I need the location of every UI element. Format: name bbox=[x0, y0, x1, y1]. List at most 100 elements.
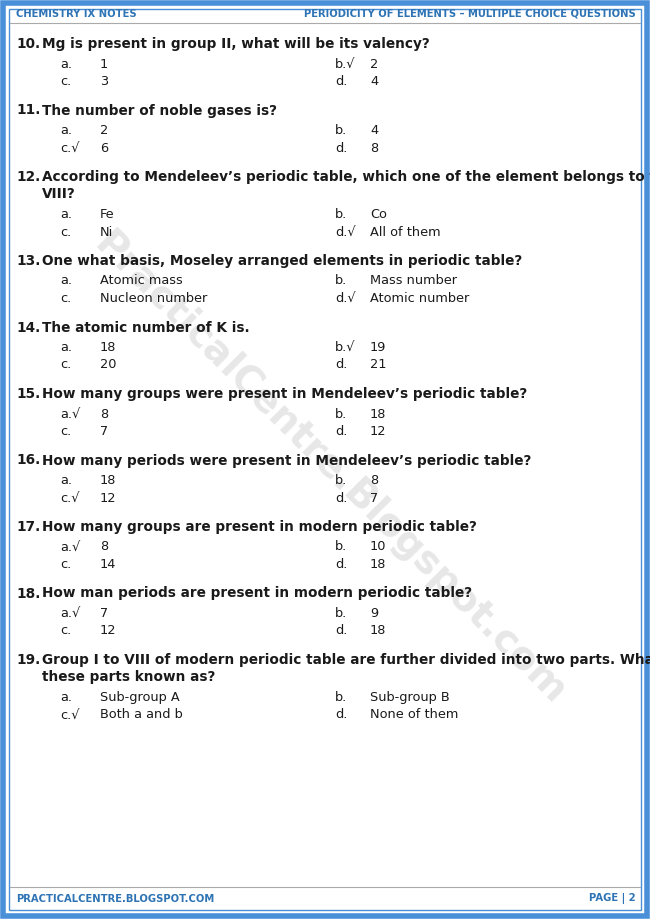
Text: 6: 6 bbox=[100, 142, 108, 154]
Text: 19.: 19. bbox=[16, 653, 40, 667]
Text: b.: b. bbox=[335, 540, 347, 553]
Text: d.: d. bbox=[335, 75, 347, 88]
Text: c.: c. bbox=[60, 292, 72, 305]
Text: c.: c. bbox=[60, 625, 72, 638]
Text: c.√: c.√ bbox=[60, 492, 79, 505]
Text: a.: a. bbox=[60, 275, 72, 288]
Text: d.√: d.√ bbox=[335, 225, 356, 239]
Text: 7: 7 bbox=[370, 492, 378, 505]
Text: 4: 4 bbox=[370, 75, 378, 88]
Text: c.√: c.√ bbox=[60, 709, 79, 721]
Text: b.√: b.√ bbox=[335, 341, 356, 354]
Text: 3: 3 bbox=[100, 75, 108, 88]
Text: Atomic mass: Atomic mass bbox=[100, 275, 183, 288]
Text: How many groups are present in modern periodic table?: How many groups are present in modern pe… bbox=[42, 520, 477, 534]
Text: 20: 20 bbox=[100, 358, 116, 371]
Text: b.: b. bbox=[335, 607, 347, 620]
Text: 12: 12 bbox=[100, 492, 116, 505]
Text: CHEMISTRY IX NOTES: CHEMISTRY IX NOTES bbox=[16, 9, 136, 19]
Text: 8: 8 bbox=[370, 474, 378, 487]
Text: 12: 12 bbox=[100, 625, 116, 638]
Text: 21: 21 bbox=[370, 358, 387, 371]
Text: According to Mendeleev’s periodic table, which one of the element belongs to the: According to Mendeleev’s periodic table,… bbox=[42, 170, 650, 184]
Text: d.: d. bbox=[335, 358, 347, 371]
Text: 14.: 14. bbox=[16, 321, 40, 335]
Text: a.: a. bbox=[60, 341, 72, 354]
Text: Nucleon number: Nucleon number bbox=[100, 292, 207, 305]
Text: 11.: 11. bbox=[16, 104, 40, 118]
Text: 2: 2 bbox=[100, 124, 109, 137]
Text: a.: a. bbox=[60, 474, 72, 487]
Text: d.: d. bbox=[335, 142, 347, 154]
Text: d.: d. bbox=[335, 425, 347, 438]
Text: PERIODICITY OF ELEMENTS – MULTIPLE CHOICE QUESTIONS: PERIODICITY OF ELEMENTS – MULTIPLE CHOIC… bbox=[304, 9, 636, 19]
Text: 18: 18 bbox=[100, 474, 116, 487]
Text: d.: d. bbox=[335, 558, 347, 571]
Text: Ni: Ni bbox=[100, 225, 113, 239]
Text: 10: 10 bbox=[370, 540, 387, 553]
Text: 17.: 17. bbox=[16, 520, 40, 534]
Text: a.: a. bbox=[60, 208, 72, 221]
Text: 15.: 15. bbox=[16, 387, 40, 401]
Text: Both a and b: Both a and b bbox=[100, 709, 183, 721]
Text: 13.: 13. bbox=[16, 254, 40, 268]
Text: 8: 8 bbox=[100, 540, 108, 553]
Text: The atomic number of K is.: The atomic number of K is. bbox=[42, 321, 250, 335]
Text: 7: 7 bbox=[100, 425, 108, 438]
Text: PAGE | 2: PAGE | 2 bbox=[590, 893, 636, 904]
Text: d.: d. bbox=[335, 625, 347, 638]
Text: PracticalCentre.Blogspot.com: PracticalCentre.Blogspot.com bbox=[86, 225, 573, 712]
Text: these parts known as?: these parts known as? bbox=[42, 671, 215, 685]
Text: c.: c. bbox=[60, 75, 72, 88]
Text: Sub-group B: Sub-group B bbox=[370, 691, 450, 704]
Text: The number of noble gases is?: The number of noble gases is? bbox=[42, 104, 277, 118]
Text: 10.: 10. bbox=[16, 37, 40, 51]
Text: d.: d. bbox=[335, 492, 347, 505]
Text: 18.: 18. bbox=[16, 586, 40, 600]
Text: a.: a. bbox=[60, 124, 72, 137]
Text: c.√: c.√ bbox=[60, 142, 79, 154]
Text: a.: a. bbox=[60, 691, 72, 704]
Text: a.√: a.√ bbox=[60, 540, 80, 553]
Text: PRACTICALCENTRE.BLOGSPOT.COM: PRACTICALCENTRE.BLOGSPOT.COM bbox=[16, 894, 214, 904]
Text: d.: d. bbox=[335, 709, 347, 721]
Text: 18: 18 bbox=[370, 407, 386, 421]
Text: 1: 1 bbox=[100, 58, 109, 71]
Text: b.: b. bbox=[335, 407, 347, 421]
Text: c.: c. bbox=[60, 225, 72, 239]
Text: Mg is present in group II, what will be its valency?: Mg is present in group II, what will be … bbox=[42, 37, 430, 51]
Text: Group I to VIII of modern periodic table are further divided into two parts. Wha: Group I to VIII of modern periodic table… bbox=[42, 653, 650, 667]
Text: Mass number: Mass number bbox=[370, 275, 457, 288]
Text: 16.: 16. bbox=[16, 453, 40, 468]
Text: Fe: Fe bbox=[100, 208, 114, 221]
Text: a.: a. bbox=[60, 58, 72, 71]
Text: 2: 2 bbox=[370, 58, 378, 71]
Text: Atomic number: Atomic number bbox=[370, 292, 469, 305]
Text: 14: 14 bbox=[100, 558, 116, 571]
Text: None of them: None of them bbox=[370, 709, 458, 721]
Text: 4: 4 bbox=[370, 124, 378, 137]
Text: All of them: All of them bbox=[370, 225, 441, 239]
Text: a.√: a.√ bbox=[60, 407, 80, 421]
Text: b.: b. bbox=[335, 208, 347, 221]
Text: 12.: 12. bbox=[16, 170, 40, 184]
Text: One what basis, Moseley arranged elements in periodic table?: One what basis, Moseley arranged element… bbox=[42, 254, 522, 268]
Text: 7: 7 bbox=[100, 607, 108, 620]
Text: 19: 19 bbox=[370, 341, 386, 354]
Text: b.: b. bbox=[335, 275, 347, 288]
Text: 9: 9 bbox=[370, 607, 378, 620]
Text: 8: 8 bbox=[100, 407, 108, 421]
Text: How many groups were present in Mendeleev’s periodic table?: How many groups were present in Mendelee… bbox=[42, 387, 527, 401]
Text: 18: 18 bbox=[370, 558, 386, 571]
Text: Sub-group A: Sub-group A bbox=[100, 691, 179, 704]
Text: 18: 18 bbox=[370, 625, 386, 638]
Text: b.√: b.√ bbox=[335, 58, 356, 71]
Text: 8: 8 bbox=[370, 142, 378, 154]
FancyBboxPatch shape bbox=[3, 3, 647, 916]
Text: 12: 12 bbox=[370, 425, 387, 438]
Text: c.: c. bbox=[60, 358, 72, 371]
Text: How many periods were present in Mendeleev’s periodic table?: How many periods were present in Mendele… bbox=[42, 453, 532, 468]
Text: VIII?: VIII? bbox=[42, 187, 76, 201]
Text: How man periods are present in modern periodic table?: How man periods are present in modern pe… bbox=[42, 586, 472, 600]
Text: b.: b. bbox=[335, 124, 347, 137]
